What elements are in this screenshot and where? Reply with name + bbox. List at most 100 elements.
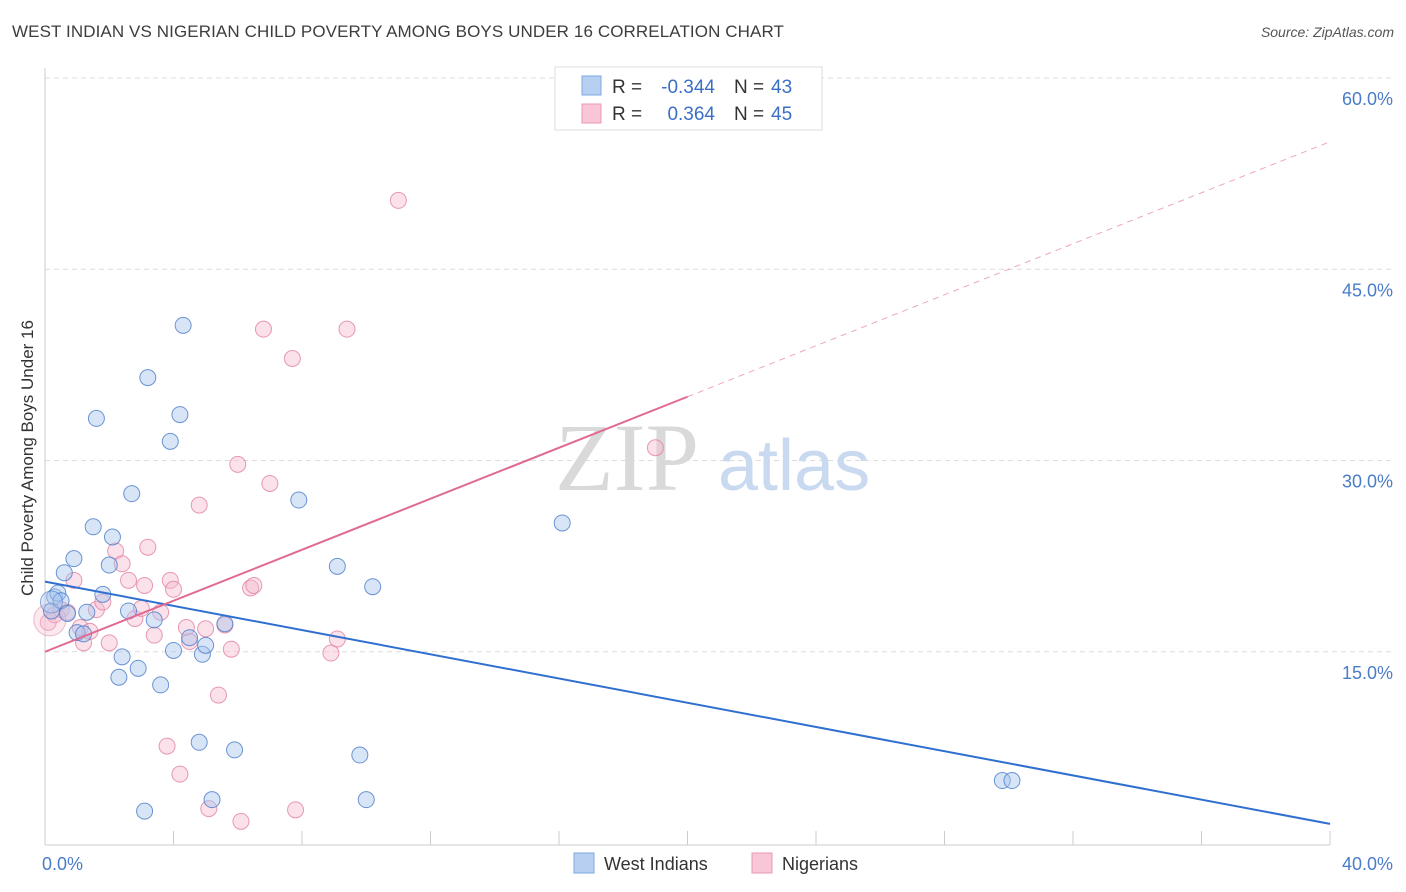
west-indians-point [78,603,96,621]
nigerians-point [177,619,195,637]
west-indians-point [181,629,199,647]
nigerians-point [120,571,138,589]
series-legend-west-indians: West Indians [604,854,708,874]
grid-lines [45,77,1395,653]
west-indians-point [129,659,147,677]
west-indians-point [174,316,192,334]
y-tick-label: 30.0% [1342,472,1393,492]
y-tick-labels: 15.0% 30.0% 45.0% 60.0% [1342,89,1393,683]
west-indians-point [290,491,308,509]
west-indians-point [193,645,211,663]
legend-r-value-2: 0.364 [667,104,715,125]
series-legend-swatch-west-indians [573,852,595,874]
trend-lines [44,141,1331,825]
west-indians-point [351,746,369,764]
nigerians-point [328,630,346,648]
chart-title: WEST INDIAN VS NIGERIAN CHILD POVERTY AM… [12,22,785,41]
series-legend: West Indians Nigerians [573,852,858,874]
nigerians-point [245,576,263,594]
series-legend-nigerians: Nigerians [782,854,858,874]
west-indians-point [110,668,128,686]
west-indians-point [55,564,73,582]
nigerians-point [287,801,305,819]
nigerians-point [181,633,199,651]
nigerians-point [139,538,157,556]
west-indians-point [145,611,163,629]
series-legend-swatch-nigerians [751,852,773,874]
source-label: Source: ZipAtlas.com [1260,24,1394,40]
nigerians-trend-line-extension [687,141,1331,398]
nigerians-point [232,812,250,830]
x-tick-labels: 0.0% 40.0% [42,854,1393,874]
nigerians-point [200,800,218,818]
west-indians-point [58,605,76,622]
west-indians-point [171,406,189,424]
nigerians-point [209,686,227,704]
west-indians-point [190,733,208,751]
legend-n-label-1: N = [734,77,764,98]
nigerians-point [261,474,279,492]
nigerians-point [646,439,664,457]
west-indians-point [87,409,105,427]
west-indians-point [203,791,221,809]
legend-swatch-blue [581,75,602,96]
watermark-atlas: atlas [718,426,870,506]
nigerians-point [100,634,118,652]
west-indians-point [993,772,1011,790]
nigerians-point [158,737,176,755]
legend-r-label-1: R = [612,77,642,98]
nigerians-point [145,626,163,644]
nigerians-point [222,640,240,658]
west-indians-point [328,557,346,575]
legend-swatch-pink [581,103,602,124]
nigerians-point [322,644,340,662]
nigerians-point [389,191,407,209]
west-indians-point [1003,772,1021,790]
x-tick-label: 0.0% [42,854,83,874]
west-indians-point [152,676,170,694]
nigerians-point [254,320,272,338]
nigerians-point [171,765,189,783]
legend-n-value-2: 45 [771,104,792,125]
west-indians-point [357,791,375,809]
nigerians-point [136,576,154,594]
nigerians-trend-line [44,395,688,653]
nigerians-point [229,455,247,473]
nigerians-point [283,350,301,367]
west-indians-point [136,802,154,820]
west-indians-point-cluster [39,590,63,614]
west-indians-point [216,615,234,633]
x-tick-label: 40.0% [1342,854,1393,874]
legend-n-label-2: N = [734,104,764,125]
nigerians-point [165,580,182,598]
legend-r-label-2: R = [612,104,642,125]
west-indians-point [65,550,83,568]
nigerians-point [338,320,356,338]
legend-n-value-1: 43 [771,77,792,98]
west-indians-point [84,518,102,536]
west-indians-point [100,556,118,574]
y-tick-label: 45.0% [1342,280,1393,300]
axes [44,68,1331,846]
west-indians-points [39,316,1021,820]
west-indians-point [364,578,382,596]
nigerians-point [113,555,131,573]
west-indians-point [139,369,157,387]
nigerians-point [190,496,208,514]
nigerians-point [242,579,260,597]
y-tick-label: 15.0% [1342,663,1393,683]
west-indians-trend-line [44,580,1331,825]
legend-r-value-1: -0.344 [661,77,715,98]
west-indians-point [123,485,141,503]
nigerians-point [197,620,215,638]
west-indians-point [226,741,244,759]
west-indians-point [197,636,215,654]
y-tick-label: 60.0% [1342,89,1393,109]
west-indians-point [113,648,131,666]
correlation-legend: R = -0.344 N = 43 R = 0.364 N = 45 [554,66,823,131]
west-indians-point [553,514,571,532]
west-indians-point [103,528,121,546]
west-indians-point [165,641,182,659]
watermark: ZIP atlas [555,404,870,511]
